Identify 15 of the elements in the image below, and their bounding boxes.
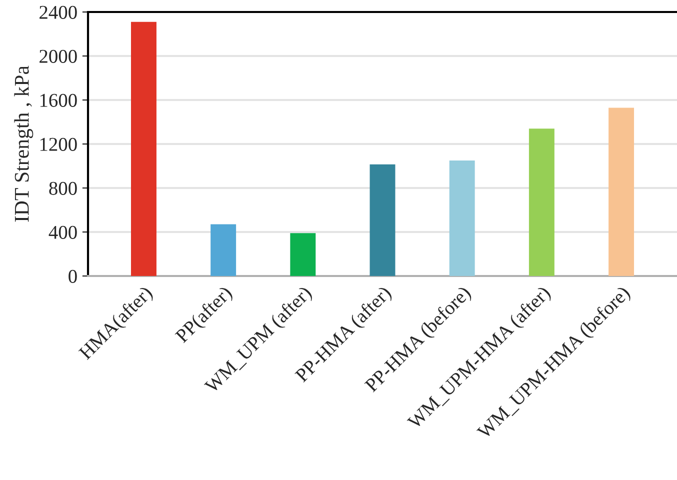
y-tick-label: 0 [68, 270, 77, 283]
y-axis-title: IDT Strength , kPa [14, 66, 34, 222]
bar [370, 164, 396, 276]
bar [449, 160, 475, 276]
bar [130, 22, 156, 276]
y-tick-label: 1200 [40, 138, 77, 151]
y-tick-label: 800 [49, 182, 77, 195]
bar [528, 128, 554, 276]
y-tick-label: 2000 [40, 50, 77, 63]
y-tick-label: 400 [48, 226, 77, 239]
bar [608, 108, 634, 276]
y-tick-label: 2400 [40, 6, 77, 19]
bar [210, 224, 236, 276]
y-tick-label: 1600 [40, 94, 77, 107]
bar [290, 233, 316, 276]
